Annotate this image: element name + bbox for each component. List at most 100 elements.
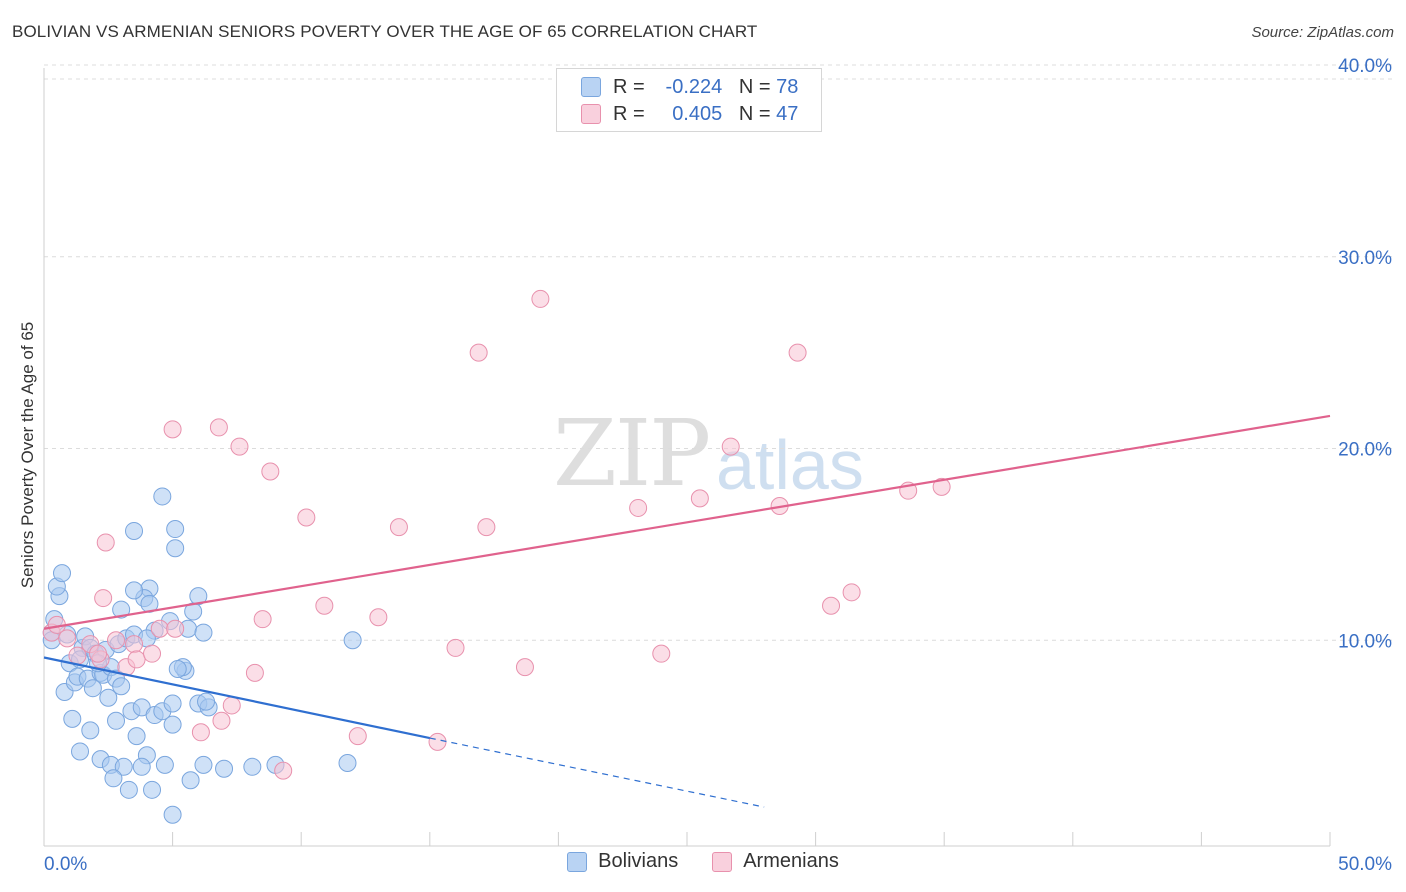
armenians-point bbox=[842, 583, 861, 602]
y-tick-label: 10.0% bbox=[1338, 631, 1392, 652]
bolivians-point bbox=[197, 692, 216, 711]
legend-r-label: R = bbox=[613, 102, 645, 125]
y-tick-label: 30.0% bbox=[1338, 248, 1392, 269]
armenians-point bbox=[389, 518, 408, 537]
grid-lines bbox=[44, 64, 1392, 641]
bolivians-point bbox=[166, 539, 185, 558]
bolivians-point bbox=[181, 771, 200, 790]
bolivians-point bbox=[99, 688, 118, 707]
watermark-zip: ZIP bbox=[553, 400, 711, 507]
bolivians-point bbox=[112, 600, 131, 619]
armenians-point bbox=[428, 732, 447, 751]
bolivians-trend-extension bbox=[429, 737, 765, 808]
legend-swatch-bolivians bbox=[581, 77, 601, 97]
chart-title: BOLIVIAN VS ARMENIAN SENIORS POVERTY OVE… bbox=[12, 22, 758, 41]
bolivians-point bbox=[63, 709, 82, 728]
armenians-point bbox=[230, 437, 249, 456]
armenians-point bbox=[245, 663, 264, 682]
legend-swatch-armenians bbox=[581, 104, 601, 124]
armenians-point bbox=[515, 658, 534, 677]
y-tick-label: 40.0% bbox=[1338, 56, 1392, 77]
armenians-point bbox=[629, 498, 648, 517]
armenians-point bbox=[788, 343, 807, 362]
armenians-point bbox=[531, 289, 550, 308]
armenians-point bbox=[721, 437, 740, 456]
bolivians-point bbox=[243, 757, 262, 776]
armenians-point bbox=[212, 711, 231, 730]
armenians-point bbox=[469, 343, 488, 362]
armenians-point bbox=[143, 644, 162, 663]
armenians-point bbox=[348, 727, 367, 746]
bolivians-point bbox=[53, 564, 72, 583]
armenians-point bbox=[932, 477, 951, 496]
axes bbox=[43, 68, 1331, 847]
legend-item-bolivians: Bolivians bbox=[567, 850, 678, 873]
armenians-point bbox=[369, 608, 388, 627]
legend-r-value: -0.224 bbox=[665, 75, 723, 98]
legend-label-bolivians: Bolivians bbox=[598, 850, 679, 872]
bolivians-point bbox=[127, 727, 146, 746]
legend-row-bolivians: R = -0.224 N = 78 bbox=[581, 76, 798, 98]
armenians-point bbox=[191, 723, 210, 742]
legend-n-label: N = bbox=[738, 75, 771, 98]
armenians-point bbox=[822, 596, 841, 615]
bolivians-point bbox=[112, 677, 131, 696]
legend-label-armenians: Armenians bbox=[743, 850, 839, 872]
bolivians-point bbox=[83, 679, 102, 698]
x-tick-label: 0.0% bbox=[44, 854, 87, 875]
armenians-point bbox=[253, 610, 272, 629]
armenians-point bbox=[163, 420, 182, 439]
data-points bbox=[42, 289, 951, 824]
bolivians-point bbox=[81, 721, 100, 740]
legend-item-armenians: Armenians bbox=[712, 850, 839, 873]
legend-r-value: 0.405 bbox=[672, 102, 723, 125]
x-tick-label: 50.0% bbox=[1338, 854, 1392, 875]
bolivians-point bbox=[125, 581, 144, 600]
bolivians-point bbox=[104, 769, 123, 788]
bolivians-point bbox=[194, 755, 213, 774]
bolivians-point bbox=[125, 521, 144, 540]
bolivians-point bbox=[155, 755, 174, 774]
bolivians-point bbox=[163, 694, 182, 713]
tick-labels: 10.0% 20.0% 30.0% 40.0% 0.0% 50.0% bbox=[44, 56, 1392, 875]
armenians-point bbox=[96, 533, 115, 552]
legend-n-value: 78 bbox=[776, 75, 799, 98]
bolivians-point bbox=[166, 520, 185, 539]
armenians-trend-line bbox=[43, 414, 1331, 630]
armenians-point bbox=[652, 644, 671, 663]
watermark-atlas: atlas bbox=[716, 426, 864, 504]
bolivians-point bbox=[215, 759, 234, 778]
legend-r-label: R = bbox=[613, 75, 645, 98]
armenians-point bbox=[446, 638, 465, 657]
bolivians-point bbox=[163, 715, 182, 734]
armenians-point bbox=[94, 589, 113, 608]
y-tick-label: 20.0% bbox=[1338, 440, 1392, 461]
legend-n-value: 47 bbox=[776, 102, 799, 125]
armenians-point bbox=[690, 489, 709, 508]
bolivians-point bbox=[338, 753, 357, 772]
armenians-point bbox=[297, 508, 316, 527]
armenians-point bbox=[150, 619, 169, 638]
armenians-point bbox=[166, 619, 185, 638]
correlation-legend: R = -0.224 N = 78 R = 0.405 N = 47 bbox=[556, 68, 822, 132]
source-label: Source: ZipAtlas.com bbox=[1251, 24, 1394, 41]
armenians-point bbox=[58, 629, 77, 648]
bolivians-point bbox=[189, 587, 208, 606]
bolivians-trend-line bbox=[43, 656, 431, 740]
armenians-point bbox=[477, 518, 496, 537]
armenians-point bbox=[222, 696, 241, 715]
trend-lines bbox=[43, 414, 1331, 808]
bolivians-point bbox=[168, 660, 187, 679]
bolivians-point bbox=[163, 805, 182, 824]
bolivians-point bbox=[194, 623, 213, 642]
armenians-point bbox=[125, 635, 144, 654]
legend-swatch-armenians bbox=[712, 851, 733, 872]
legend-swatch-bolivians bbox=[567, 851, 588, 872]
bolivians-point bbox=[119, 780, 138, 799]
armenians-point bbox=[89, 644, 108, 663]
bolivians-point bbox=[343, 631, 362, 650]
armenians-point bbox=[107, 631, 126, 650]
armenians-point bbox=[127, 650, 146, 669]
bolivians-point bbox=[132, 757, 151, 776]
